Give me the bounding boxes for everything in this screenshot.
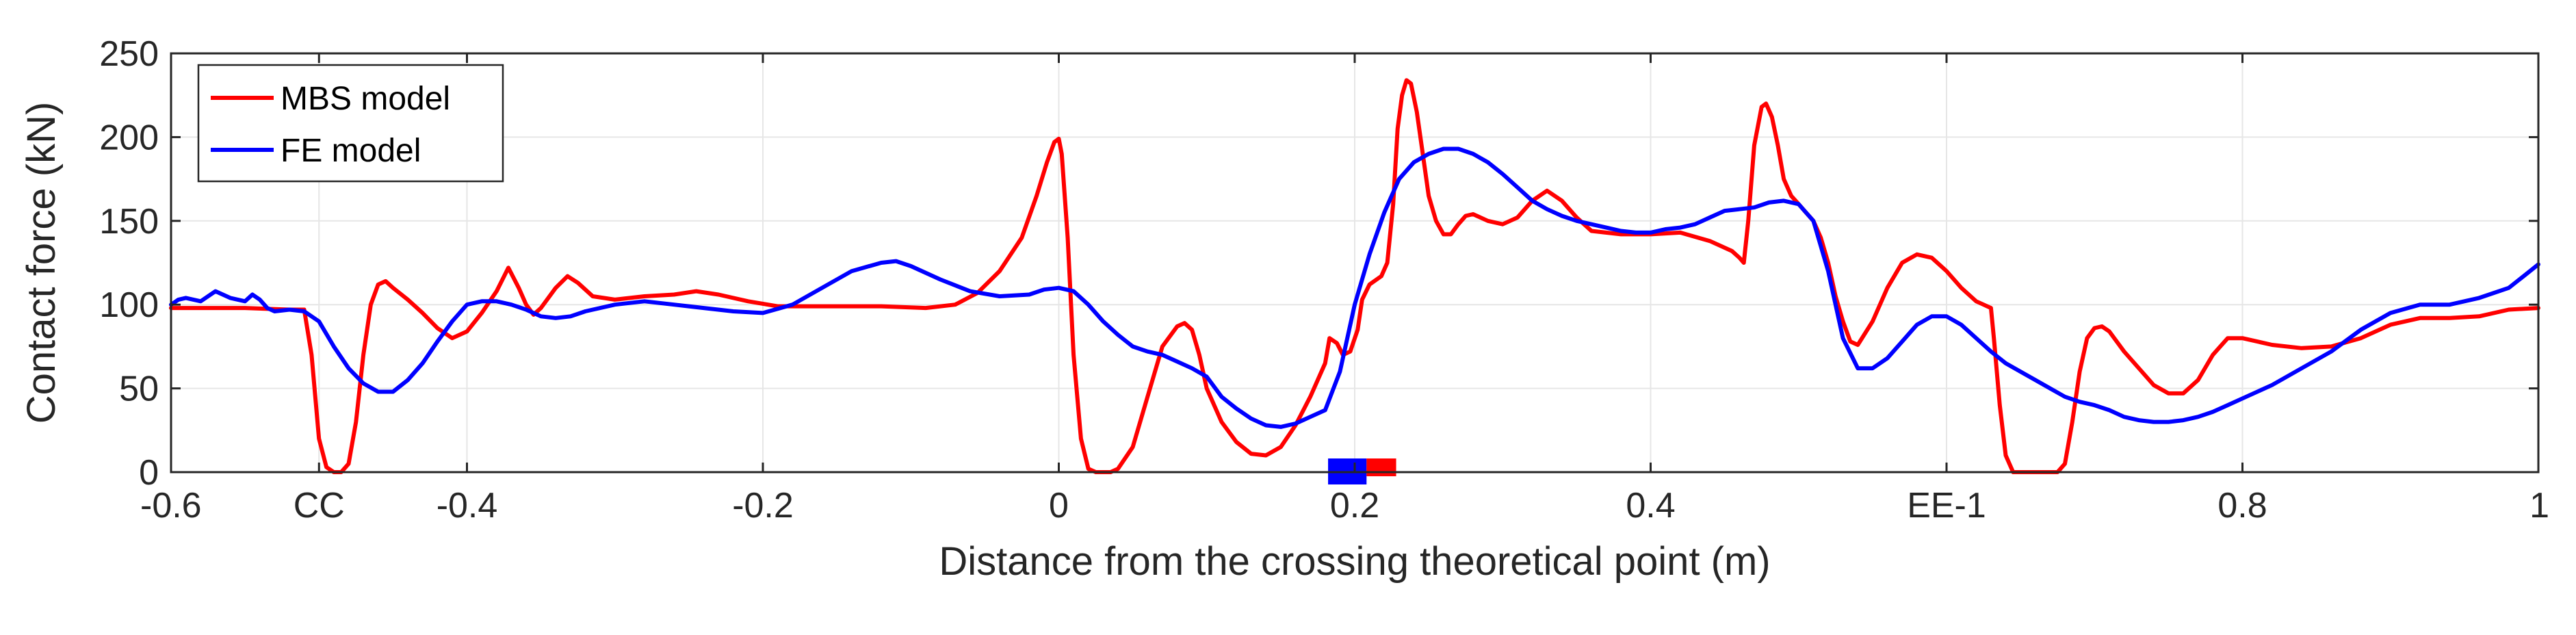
y-tick-label: 250 — [99, 34, 159, 74]
x-tick-label: -0.2 — [732, 486, 794, 526]
x-tick-label: -0.6 — [140, 486, 202, 526]
y-tick-label: 50 — [119, 370, 159, 409]
legend: MBS model FE model — [197, 64, 504, 183]
x-tick-label: 0.4 — [1626, 486, 1675, 526]
grid-lines — [170, 53, 2539, 473]
x-tick-label: 1 — [2529, 486, 2549, 526]
wheel-position-marker-red — [1366, 458, 1396, 476]
legend-box — [197, 64, 504, 183]
tick-labels: -0.6 CC -0.4 -0.2 0 0.2 0.4 EE-1 0.8 1 0 50 100 150 20… — [99, 34, 2549, 526]
x-tick-label: CC — [294, 486, 345, 526]
legend-label-fe: FE model — [281, 133, 421, 169]
x-tick-label: -0.4 — [437, 486, 498, 526]
x-tick-label: 0 — [1049, 486, 1069, 526]
y-tick-label: 100 — [99, 285, 159, 325]
y-tick-label: 150 — [99, 202, 159, 242]
x-tick-label: 0.8 — [2217, 486, 2267, 526]
y-tick-label: 200 — [99, 118, 159, 157]
legend-label-mbs: MBS model — [281, 81, 450, 117]
x-tick-label: 0.2 — [1330, 486, 1379, 526]
x-axis-label: Distance from the crossing theoretical p… — [939, 539, 1770, 584]
series-line-fe — [169, 146, 2540, 429]
y-axis-label: Contact force (kN) — [19, 102, 64, 424]
axis-ticks — [170, 52, 2540, 474]
x-tick-label: EE-1 — [1907, 486, 1986, 526]
y-tick-label: 0 — [139, 453, 159, 493]
